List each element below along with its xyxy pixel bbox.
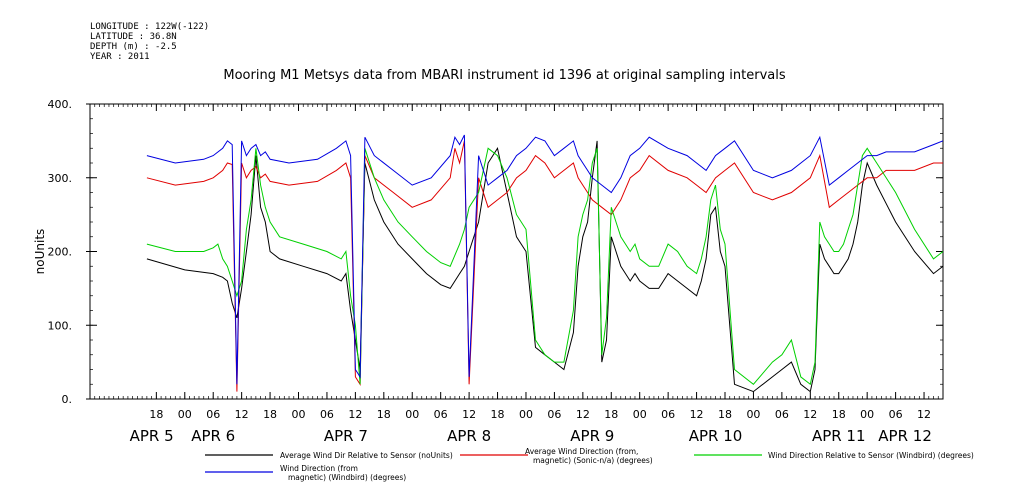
x-hour-label: 18	[263, 408, 277, 421]
x-hour-label: 00	[519, 408, 533, 421]
legend-label-1: Average Wind Dir Relative to Sensor (noU…	[280, 451, 453, 460]
latitude-label: LATITUDE : 36.8N	[90, 32, 177, 42]
x-hour-label: 12	[235, 408, 249, 421]
x-hour-label: 18	[718, 408, 732, 421]
x-hour-label: 06	[206, 408, 220, 421]
y-axis: 0. 100. 200. 300. 400. noUnits	[33, 98, 943, 406]
x-hour-label: 06	[320, 408, 334, 421]
depth-label: DEPTH (m) : -2.5	[90, 42, 177, 52]
x-hour-label: 00	[633, 408, 647, 421]
chart-title: Mooring M1 Metsys data from MBARI instru…	[223, 68, 786, 83]
x-hour-label: 00	[405, 408, 419, 421]
x-hour-label: 00	[746, 408, 760, 421]
x-hour-label: 00	[178, 408, 192, 421]
x-axis: 18 00 06 12 18 00 06 12 18 00 06 12 18 00 06 12 18 00 06 12…	[130, 104, 932, 445]
y-tick-label: 200.	[48, 246, 73, 259]
series-line-4	[146, 134, 943, 385]
x-hour-label: 06	[547, 408, 561, 421]
x-hour-label: 06	[661, 408, 675, 421]
legend-label-4: Wind Direction (from	[280, 464, 358, 473]
x-hour-label: 12	[917, 408, 931, 421]
x-hour-label: 06	[434, 408, 448, 421]
x-hour-label: 06	[775, 408, 789, 421]
y-tick-label: 400.	[48, 98, 73, 111]
x-hour-label: 18	[832, 408, 846, 421]
y-tick-label: 0.	[62, 393, 73, 406]
series-line-3	[146, 147, 943, 386]
x-hour-label: 18	[491, 408, 505, 421]
x-hour-label: 12	[690, 408, 704, 421]
year-label: YEAR : 2011	[90, 52, 150, 62]
x-day-label: APR 11	[812, 427, 866, 445]
legend-label-2: Average Wind Direction (from,	[525, 447, 638, 456]
x-day-label: APR 12	[878, 427, 932, 445]
y-tick-label: 300.	[48, 172, 73, 185]
x-day-label: APR 9	[570, 427, 614, 445]
legend-label-3: Wind Direction Relative to Sensor (Windb…	[768, 451, 974, 460]
longitude-label: LONGITUDE : 122W(-122)	[90, 22, 210, 32]
x-day-label: APR 5	[130, 427, 174, 445]
x-hour-label: 12	[803, 408, 817, 421]
legend-label-4: magnetic) (Windbird) (degrees)	[288, 473, 406, 482]
x-hour-label: 12	[348, 408, 362, 421]
x-hour-label: 18	[149, 408, 163, 421]
x-day-label: APR 8	[447, 427, 491, 445]
legend-label-2: magnetic) (Sonic-n/a) (degrees)	[533, 456, 653, 465]
legend: Average Wind Dir Relative to Sensor (noU…	[205, 447, 974, 482]
y-tick-label: 100.	[48, 319, 73, 332]
series-layer	[146, 134, 943, 393]
x-hour-label: 06	[889, 408, 903, 421]
x-hour-label: 00	[292, 408, 306, 421]
x-hour-label: 12	[462, 408, 476, 421]
x-hour-label: 12	[576, 408, 590, 421]
series-line-2	[146, 140, 943, 392]
x-day-label: APR 6	[191, 427, 235, 445]
y-axis-label: noUnits	[33, 229, 47, 275]
x-hour-label: 18	[377, 408, 391, 421]
x-hour-label: 18	[604, 408, 618, 421]
x-day-label: APR 7	[324, 427, 368, 445]
x-hour-label: 00	[860, 408, 874, 421]
x-day-label: APR 10	[689, 427, 743, 445]
